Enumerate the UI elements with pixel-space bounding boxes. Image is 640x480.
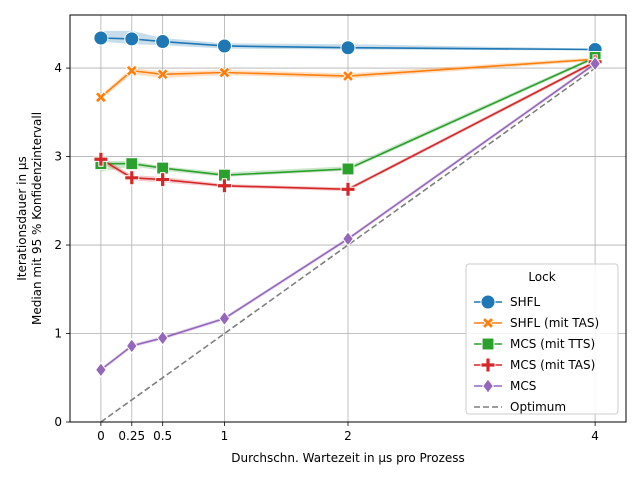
y-axis-label-line-2: Median mit 95 % Konfidenzintervall [30, 112, 44, 325]
x-tick-label: 0 [97, 429, 105, 443]
mcs-mit-tas-point [216, 178, 232, 194]
mcs-point [156, 330, 169, 346]
mcs-point [342, 231, 354, 247]
shfl-mit-tas-point [94, 90, 108, 104]
x-tick-label: 2 [344, 429, 352, 443]
legend-label-shfl: SHFL [510, 295, 541, 309]
x-tick-label: 0.5 [153, 429, 172, 443]
legend-marker-mcs-mit-tas [480, 357, 496, 373]
legend: Lock SHFL SHFL (mit TAS) MCS (mit TTS) MCS (… [465, 263, 619, 415]
x-axis-label: Durchschn. Wartezeit in µs pro Prozess [231, 451, 465, 465]
shfl-point [93, 30, 109, 46]
x-tick-label: 4 [591, 429, 599, 443]
shfl-mit-tas-point [156, 67, 169, 81]
y-tick-label: 3 [54, 150, 62, 164]
shfl-mit-tas-point [341, 69, 355, 83]
y-tick-label: 1 [54, 327, 62, 341]
shfl-point [216, 38, 232, 54]
shfl-mit-tas-point [125, 64, 139, 78]
series-markers [93, 30, 603, 378]
legend-label-optimum: Optimum [510, 400, 566, 414]
mcs-line [100, 63, 596, 371]
mcs-mit-tts-point [341, 162, 355, 176]
legend-title: Lock [528, 270, 555, 284]
y-tick-label: 2 [54, 238, 62, 252]
x-axis-ticks: 0 0.25 0.5 1 2 4 [97, 422, 599, 443]
y-tick-label: 0 [54, 415, 62, 429]
y-axis-ticks: 0 1 2 3 4 [54, 61, 70, 429]
mcs-mit-tas-point [155, 172, 171, 188]
shfl-point [155, 34, 171, 50]
mcs-mit-tas-point [93, 151, 109, 167]
legend-label-mcs-mit-tas: MCS (mit TAS) [510, 358, 595, 372]
x-tick-label: 0.25 [118, 429, 145, 443]
mcs-point [125, 338, 138, 354]
mcs-point [218, 310, 231, 327]
shfl-point [124, 31, 140, 47]
legend-label-mcs-mit-tts: MCS (mit TTS) [510, 337, 595, 351]
mcs-point [95, 361, 107, 378]
mcs-mit-tts-confidence-band [100, 55, 596, 177]
shfl-mit-tas-point [218, 66, 231, 79]
legend-marker-shfl [480, 294, 496, 310]
mcs-point [589, 55, 601, 72]
x-tick-label: 1 [221, 429, 229, 443]
shfl-point [340, 40, 356, 56]
legend-marker-mcs [482, 378, 494, 394]
mcs-mit-tas-line [100, 61, 596, 191]
legend-marker-shfl-mit-tas [481, 316, 495, 330]
mcs-mit-tas-confidence-band [100, 60, 596, 192]
legend-label-shfl-mit-tas: SHFL (mit TAS) [510, 316, 599, 330]
y-axis-label-line-1: Iterationsdauer in µs [15, 156, 29, 281]
legend-box [465, 263, 619, 415]
legend-marker-mcs-mit-tts [481, 337, 495, 351]
mcs-mit-tts-point [125, 157, 139, 171]
y-tick-label: 4 [54, 61, 62, 75]
shfl-mit-tas-line [100, 58, 596, 98]
mcs-mit-tas-point [124, 170, 140, 186]
legend-label-mcs: MCS [510, 379, 536, 393]
optimum-line [100, 67, 596, 423]
mcs-mit-tas-point [340, 181, 356, 197]
